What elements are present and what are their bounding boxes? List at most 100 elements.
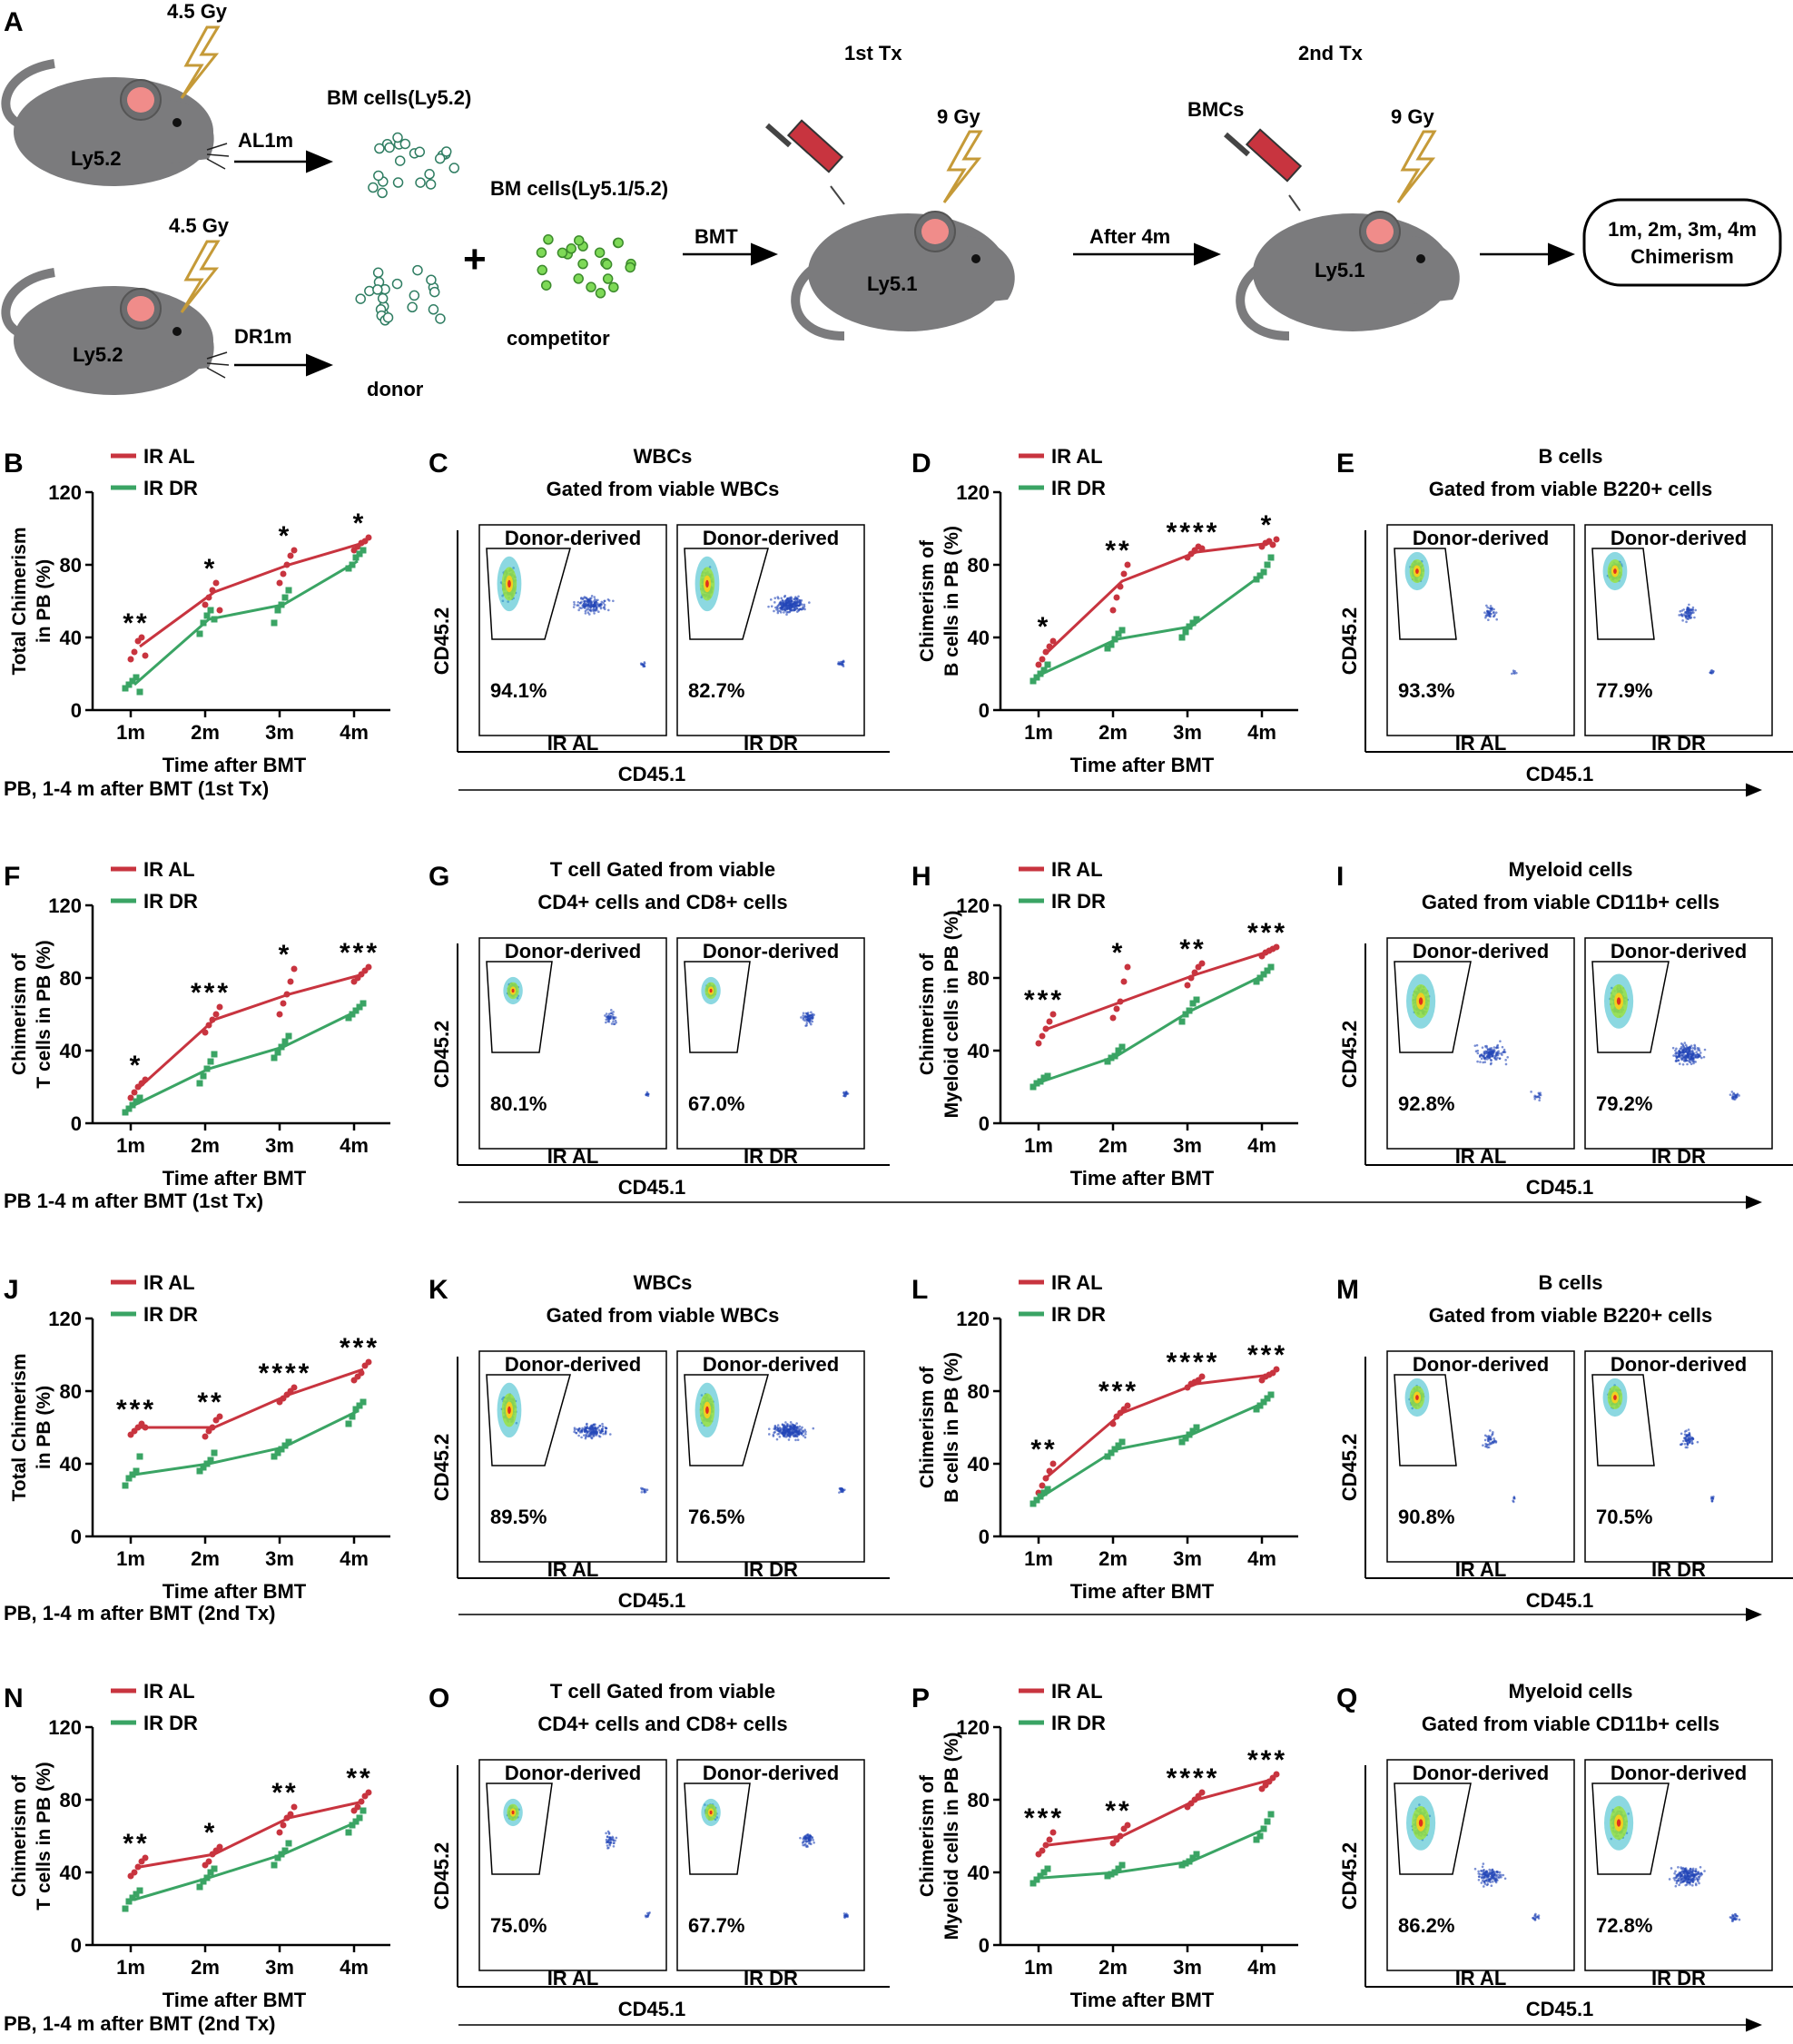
data-point-dr	[211, 1865, 218, 1872]
cell-icon	[448, 163, 460, 173]
event-dot	[583, 1430, 586, 1433]
event-dot	[606, 1830, 610, 1833]
event-dot	[593, 1427, 596, 1430]
series-line-al	[1047, 1778, 1272, 1847]
cell-icon	[426, 274, 437, 285]
significance-label: ***	[1247, 918, 1287, 948]
event-dot	[801, 606, 804, 608]
flow-plot-label: IR AL	[547, 1145, 599, 1168]
y-tick-label: 0	[71, 1934, 82, 1957]
significance-label: **	[1179, 934, 1206, 964]
data-point-al	[280, 1000, 287, 1007]
data-point-dr	[1033, 1876, 1040, 1883]
event-dot	[1696, 1440, 1699, 1444]
event-dot	[1699, 1052, 1702, 1054]
event-dot	[799, 1836, 802, 1840]
data-point-dr	[196, 630, 203, 637]
data-point-dr	[1115, 1442, 1122, 1449]
data-point-dr	[203, 1460, 211, 1467]
donor-gate	[486, 548, 571, 640]
event-dot	[595, 608, 598, 612]
legend-entry: IR DR	[143, 1712, 198, 1734]
data-point-dr	[1118, 1438, 1126, 1446]
event-dot	[1493, 1056, 1497, 1059]
event-dot	[808, 601, 811, 604]
event-dot	[843, 1488, 846, 1491]
gate-percentage: 94.1%	[490, 679, 547, 702]
event-dot	[586, 1431, 588, 1435]
data-point-dr	[356, 550, 363, 558]
data-point-dr	[136, 688, 143, 696]
mouse-top-body	[14, 77, 213, 186]
data-point-dr	[1264, 1395, 1271, 1402]
x-tick-label: 2m	[1098, 1134, 1128, 1157]
y-tick-label: 80	[60, 967, 82, 990]
event-dot	[1734, 1095, 1738, 1099]
data-point-al	[1273, 536, 1280, 543]
x-axis-label: Time after BMT	[1070, 754, 1215, 776]
cell-icon	[429, 286, 440, 298]
data-point-al	[291, 547, 298, 554]
gate-percentage: 79.2%	[1596, 1092, 1652, 1115]
event-dot	[800, 1016, 803, 1019]
data-point-al	[1042, 648, 1049, 656]
x-tick-label: 2m	[1098, 721, 1128, 744]
y-axis-label: Chimerism of B cells in PB (%)	[917, 526, 962, 676]
data-point-al	[358, 1798, 365, 1805]
event-dot	[1684, 1437, 1688, 1440]
x-tick-label: 4m	[1247, 1547, 1276, 1570]
flow-plot-label: IR AL	[547, 1558, 599, 1581]
data-point-dr	[1178, 1438, 1186, 1446]
data-point-al	[1124, 561, 1131, 568]
cell-icon	[414, 146, 426, 158]
data-point-dr	[274, 1049, 281, 1056]
event-dot	[590, 1437, 594, 1440]
panel-letter: B	[4, 449, 24, 479]
event-dot	[767, 1433, 771, 1436]
event-dot	[590, 600, 594, 604]
donor-gate	[1394, 548, 1457, 640]
event-dot	[1682, 1051, 1685, 1054]
event-dot	[803, 1436, 807, 1439]
y-tick-label: 0	[979, 1934, 990, 1957]
data-point-dr	[125, 681, 133, 688]
event-dot	[790, 604, 793, 607]
data-point-al	[205, 1022, 212, 1029]
cell-icon	[540, 280, 552, 291]
event-dot	[603, 606, 606, 608]
y-tick-label: 120	[48, 1716, 82, 1739]
event-dot	[1686, 1046, 1690, 1050]
event-dot	[1732, 1091, 1736, 1095]
event-dot	[593, 596, 596, 598]
gate-percentage: 92.8%	[1398, 1092, 1454, 1115]
event-dot	[789, 1433, 793, 1437]
flow-plot-label: IR DR	[744, 1967, 798, 1990]
event-dot	[612, 1011, 615, 1013]
data-point-dr	[1260, 1398, 1267, 1406]
flow-y-label: CD45.2	[1338, 1021, 1361, 1089]
series-line-dr	[1041, 1827, 1266, 1880]
panel-letter: L	[911, 1275, 928, 1305]
flow-plot-label: IR AL	[547, 732, 599, 755]
event-dot	[1480, 1057, 1483, 1061]
event-dot	[769, 598, 773, 601]
data-point-al	[291, 1803, 298, 1811]
data-point-al	[287, 552, 294, 559]
event-dot	[794, 1426, 798, 1429]
data-point-dr	[122, 685, 129, 692]
event-dot	[794, 1435, 797, 1437]
data-point-dr	[281, 1442, 289, 1449]
event-dot	[773, 1424, 777, 1427]
event-dot	[1685, 615, 1689, 617]
data-point-al	[205, 594, 212, 601]
event-dot	[773, 1430, 776, 1434]
cell-icon	[574, 235, 585, 246]
after-label: After 4m	[1089, 225, 1170, 248]
significance-label: *	[279, 521, 292, 551]
event-dot	[1690, 613, 1692, 617]
